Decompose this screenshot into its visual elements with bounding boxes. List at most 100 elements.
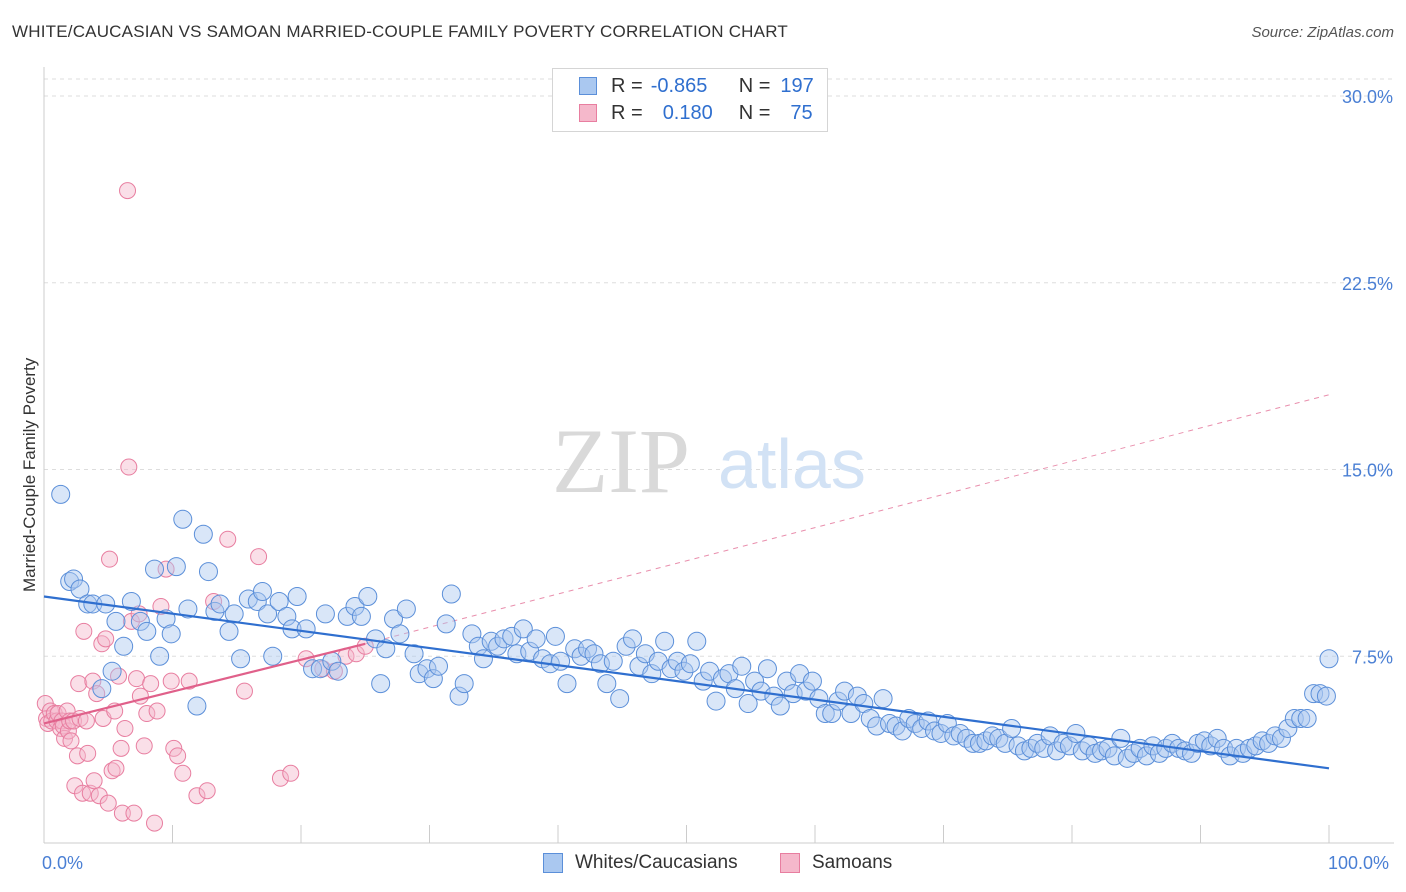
samoan-point: [282, 764, 300, 782]
stats-legend: R = -0.865 N = 197 R = 0.180 N = 75: [552, 68, 828, 132]
grid-lines: [44, 78, 1394, 657]
samoan-point: [188, 787, 206, 805]
white-point: [328, 661, 348, 681]
points-whites: [51, 484, 1339, 768]
white-point: [732, 656, 752, 676]
white-point: [396, 599, 416, 619]
watermark-atlas: atlas: [718, 425, 866, 503]
y-tick-label: 7.5%: [1352, 647, 1393, 667]
samoan-point: [62, 732, 80, 750]
white-point: [551, 651, 571, 671]
white-point: [578, 639, 598, 659]
samoan-point: [148, 702, 166, 720]
samoan-point: [120, 458, 138, 476]
white-point: [102, 661, 122, 681]
white-point: [51, 484, 71, 504]
y-tick-label: 30.0%: [1342, 87, 1393, 107]
white-point: [428, 656, 448, 676]
samoan-point: [97, 630, 115, 648]
samoans-trend-line: [43, 642, 366, 725]
white-point: [145, 559, 165, 579]
legend-r-value: -0.865: [650, 74, 708, 97]
white-point: [263, 646, 283, 666]
white-point: [92, 679, 112, 699]
legend-n-label: N =: [738, 101, 771, 124]
white-point: [423, 669, 443, 689]
legend-row-whites: R = -0.865 N = 197: [553, 73, 814, 99]
samoan-point: [112, 739, 130, 757]
samoan-point: [58, 702, 76, 720]
white-point: [376, 639, 396, 659]
y-axis-label: Married-Couple Family Poverty: [20, 357, 39, 592]
samoan-point: [125, 804, 143, 822]
white-point: [114, 636, 134, 656]
white-point: [473, 649, 493, 669]
white-point: [247, 591, 267, 611]
points-samoans: [36, 182, 374, 832]
samoan-point: [219, 530, 237, 548]
x-tick-label-min: 0.0%: [42, 853, 83, 873]
white-point: [358, 586, 378, 606]
legend-n-value: 75: [790, 101, 813, 124]
legend-item-samoans[interactable]: Samoans: [780, 852, 892, 874]
y-tick-label: 15.0%: [1342, 461, 1393, 481]
legend-swatch-blue: [579, 77, 597, 95]
white-point: [121, 591, 141, 611]
white-point: [219, 621, 239, 641]
samoan-point: [271, 769, 289, 787]
samoan-point: [116, 719, 134, 737]
samoan-point: [142, 675, 160, 693]
samoan-point: [135, 737, 153, 755]
white-point: [989, 728, 1009, 748]
white-point: [738, 694, 758, 714]
samoan-point: [174, 764, 192, 782]
white-point: [454, 674, 474, 694]
white-point: [616, 636, 636, 656]
white-point: [513, 619, 533, 639]
legend-r-label: R =: [611, 74, 643, 97]
legend-swatch-pink: [579, 104, 597, 122]
white-point: [957, 728, 977, 748]
white-point: [166, 557, 186, 577]
source-credit: Source: ZipAtlas.com: [1251, 24, 1394, 41]
white-point: [1278, 718, 1298, 738]
white-point: [462, 624, 482, 644]
white-point: [950, 723, 970, 743]
legend-label-whites: Whites/Caucasians: [575, 852, 738, 873]
white-point: [345, 596, 365, 616]
y-tick-labels: 7.5% 15.0% 22.5% 30.0%: [1342, 87, 1393, 667]
samoan-point: [68, 747, 86, 765]
white-point: [178, 599, 198, 619]
white-point: [70, 579, 90, 599]
white-point: [436, 614, 456, 634]
white-point: [1316, 686, 1336, 706]
white-point: [269, 591, 289, 611]
samoan-point: [101, 550, 119, 568]
legend-swatch-blue: [543, 853, 563, 873]
samoan-point: [99, 794, 117, 812]
white-point: [757, 659, 777, 679]
legend-r-label: R =: [611, 101, 643, 124]
white-point: [187, 696, 207, 716]
white-point: [337, 606, 357, 626]
white-point: [623, 629, 643, 649]
trend-lines: [43, 595, 1330, 770]
white-point: [597, 674, 617, 694]
white-point: [1271, 728, 1291, 748]
legend-swatch-pink: [780, 853, 800, 873]
samoan-point: [119, 182, 137, 200]
legend-r-value: 0.180: [662, 101, 713, 124]
series-legend: Whites/Caucasians Samoans: [0, 852, 1406, 878]
white-point: [918, 711, 938, 731]
white-point: [1291, 709, 1311, 728]
white-point: [687, 631, 707, 651]
samoan-point: [198, 782, 216, 800]
white-point: [1319, 649, 1339, 669]
legend-item-whites[interactable]: Whites/Caucasians: [543, 852, 738, 874]
white-point: [137, 621, 157, 641]
white-point: [502, 626, 522, 646]
samoan-point: [235, 682, 253, 700]
white-point: [1047, 741, 1067, 761]
samoan-point: [79, 744, 97, 762]
